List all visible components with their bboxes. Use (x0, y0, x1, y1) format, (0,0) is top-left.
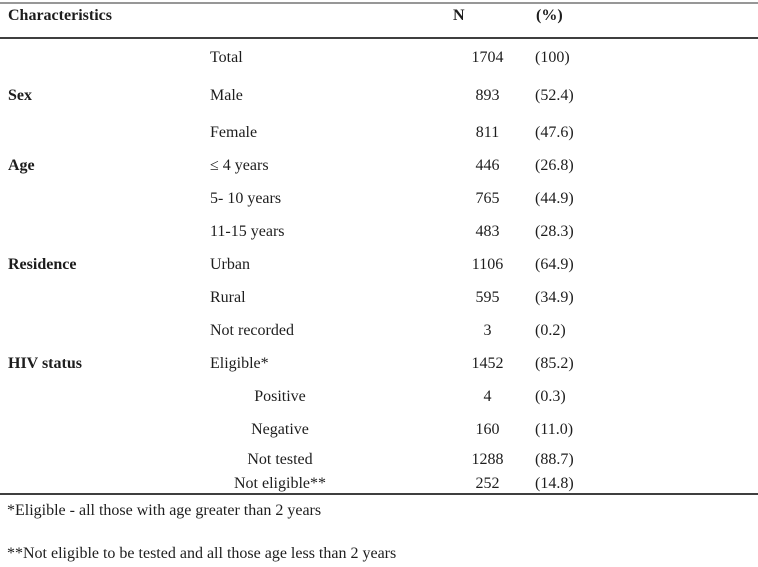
table-row: 5- 10 years 765 (44.9) (0, 182, 758, 215)
table-header-row: Characteristics N (%) (0, 7, 758, 29)
table-row: Residence Urban 1106 (64.9) (0, 248, 758, 281)
table-row: HIV status Eligible* 1452 (85.2) (0, 347, 758, 380)
row-characteristic-label: Not eligible** (234, 475, 326, 492)
table-row: Total 1704 (100) (0, 40, 758, 76)
row-characteristic-label: Rural (210, 288, 246, 306)
row-percent-value: (64.9) (535, 255, 574, 273)
column-header-percent: (%) (536, 7, 563, 24)
row-percent-value: (14.8) (535, 475, 574, 492)
table-row: Rural 595 (34.9) (0, 281, 758, 314)
table-body: Total 1704 (100) Sex Male 893 (52.4) Fem… (0, 40, 758, 494)
table-row: Positive 4 (0.3) (0, 380, 758, 413)
table-row: Age ≤ 4 years 446 (26.8) (0, 149, 758, 182)
table-row: Not recorded 3 (0.2) (0, 314, 758, 347)
table-row: Not tested 1288 (88.7) (0, 446, 758, 474)
row-n-value: 3 (483, 321, 492, 339)
row-characteristic-label: 5- 10 years (210, 189, 282, 207)
row-percent-value: (0.2) (535, 321, 566, 339)
row-n-value: 160 (475, 420, 500, 438)
row-n-value: 811 (475, 123, 500, 141)
row-n-value: 1288 (471, 451, 504, 468)
footnote-not-eligible: **Not eligible to be tested and all thos… (7, 545, 397, 562)
row-n-value: 765 (475, 189, 500, 207)
row-n-value: 483 (475, 222, 500, 240)
row-characteristic-label: Eligible* (210, 354, 269, 372)
row-n-value: 1106 (471, 255, 504, 273)
row-n-value: 252 (475, 475, 500, 492)
row-n-value: 446 (475, 156, 500, 174)
row-percent-value: (26.8) (535, 156, 574, 174)
table-bottom-rule (0, 493, 758, 495)
table-top-rule (0, 2, 758, 4)
row-n-value: 1452 (471, 354, 504, 372)
table-row: Not eligible** 252 (14.8) (0, 474, 758, 494)
row-category-label: HIV status (8, 354, 82, 372)
row-percent-value: (28.3) (535, 222, 574, 240)
row-percent-value: (85.2) (535, 354, 574, 372)
row-percent-value: (34.9) (535, 288, 574, 306)
row-characteristic-label: 11-15 years (210, 222, 285, 240)
row-characteristic-label: Not tested (247, 451, 313, 468)
column-header-characteristics: Characteristics (8, 7, 112, 24)
row-category-label: Sex (8, 87, 32, 104)
row-n-value: 893 (475, 87, 500, 104)
row-characteristic-label: Urban (210, 255, 250, 273)
footnote-eligible: *Eligible - all those with age greater t… (7, 502, 322, 519)
row-n-value: 1704 (471, 49, 504, 66)
column-header-n: N (453, 7, 465, 24)
table-row: Sex Male 893 (52.4) (0, 76, 758, 116)
table-row: Female 811 (47.6) (0, 116, 758, 149)
table-row: Negative 160 (11.0) (0, 413, 758, 446)
row-characteristic-label: ≤ 4 years (210, 156, 269, 174)
row-percent-value: (11.0) (535, 420, 574, 438)
row-category-label: Age (8, 156, 35, 174)
row-n-value: 595 (475, 288, 500, 306)
row-percent-value: (44.9) (535, 189, 574, 207)
row-category-label: Residence (8, 255, 77, 273)
row-characteristic-label: Total (210, 49, 243, 66)
row-characteristic-label: Positive (254, 387, 306, 405)
row-percent-value: (88.7) (535, 451, 574, 468)
row-n-value: 4 (483, 387, 492, 405)
table-row: 11-15 years 483 (28.3) (0, 215, 758, 248)
row-percent-value: (0.3) (535, 387, 566, 405)
row-percent-value: (52.4) (535, 87, 574, 104)
row-characteristic-label: Negative (251, 420, 309, 438)
row-characteristic-label: Male (210, 87, 243, 104)
table-header-rule (0, 37, 758, 39)
row-percent-value: (100) (535, 49, 570, 66)
row-percent-value: (47.6) (535, 123, 574, 141)
row-characteristic-label: Not recorded (210, 321, 294, 339)
row-characteristic-label: Female (210, 123, 258, 141)
